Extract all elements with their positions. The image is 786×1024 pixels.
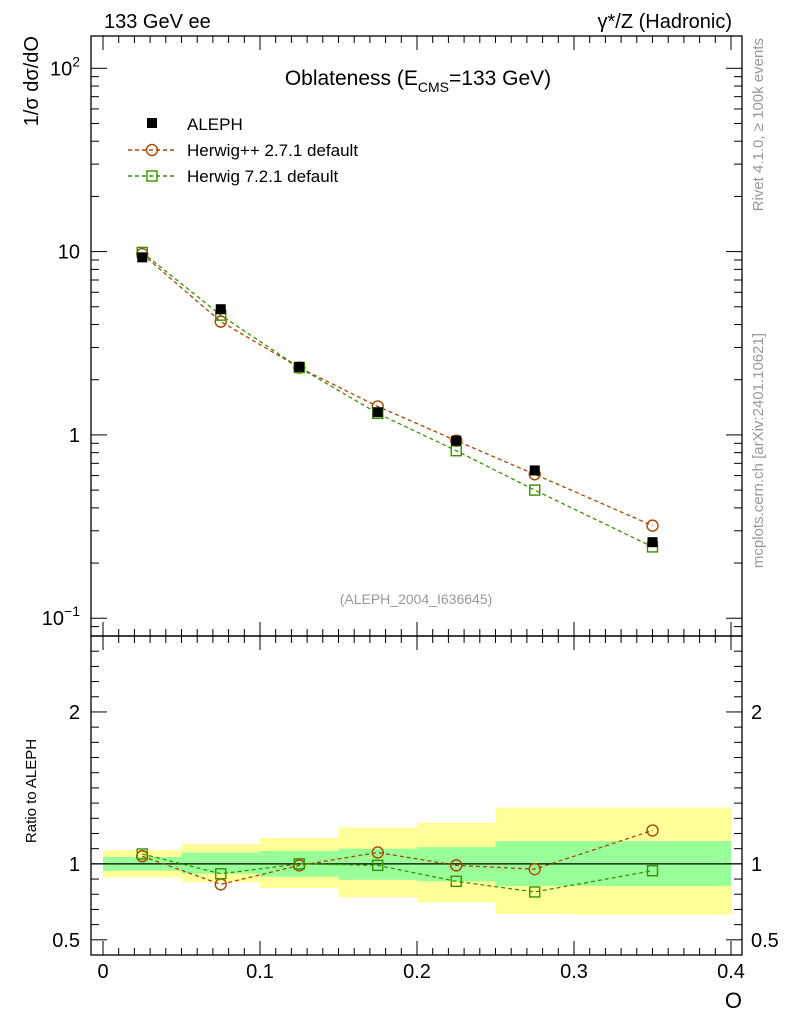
ratio-herwig7-point <box>450 875 462 888</box>
legend-marker-aleph <box>147 118 157 128</box>
ratio-series <box>136 824 659 898</box>
ratio-herwig7-point <box>372 859 384 872</box>
ratio-y-tick-label: 1 <box>69 854 80 876</box>
x-tick-label: 0.1 <box>246 961 274 983</box>
ratio-herwig7-point <box>136 848 148 860</box>
y-tick-label: 10 <box>58 242 80 264</box>
legend-marker-herwigpp <box>145 143 159 157</box>
x-tick-label: 0 <box>97 961 108 983</box>
y-tick-label: 10−1 <box>42 603 80 630</box>
herwig7-line <box>141 251 653 548</box>
ratio-y-tick-label: 2 <box>69 702 80 724</box>
ratio-herwig7-point <box>646 864 659 877</box>
aleph-point <box>215 304 226 315</box>
herwigpp-point <box>214 315 227 328</box>
header-left: 133 GeV ee <box>104 11 211 33</box>
legend-item-herwigpp: Herwig++ 2.7.1 default <box>128 141 358 160</box>
ratio-axes: 0 0.1 0.2 0.3 0.4 0.5 0.5 1 1 2 2 <box>52 635 779 983</box>
ratio-y-tick-label: 0.5 <box>52 930 80 952</box>
x-tick-label: 0.3 <box>560 961 588 983</box>
aleph-point <box>372 407 383 418</box>
band-inner-1 <box>181 852 260 874</box>
x-axis-label: O <box>725 988 742 1013</box>
main-title: Oblateness (ECMS=133 GeV) <box>285 67 551 95</box>
y-tick-label: 102 <box>50 53 80 80</box>
rivet-label: Rivet 4.1.0, ≥ 100k events <box>750 38 767 211</box>
title-sub: CMS <box>418 79 449 95</box>
main-series <box>136 246 659 553</box>
title-main: Oblateness (E <box>285 67 418 90</box>
ratio-herwigpp-point <box>528 862 541 876</box>
main-y-label: 1/σ dσ/dO <box>21 36 43 126</box>
legend-label-aleph: ALEPH <box>187 115 243 134</box>
aleph-point <box>294 361 305 372</box>
y-tick-label: 1 <box>69 425 80 447</box>
header-right: γ*/Z (Hadronic) <box>598 11 732 33</box>
ratio-y-tick-label-right: 1 <box>751 854 762 876</box>
herwig7-point <box>450 445 462 457</box>
x-tick-label: 0.4 <box>717 961 745 983</box>
legend-label-herwigpp: Herwig++ 2.7.1 default <box>187 141 358 160</box>
ratio-herwigpp-point <box>371 846 384 859</box>
ratio-herwigpp-point <box>646 824 659 837</box>
legend: ALEPH Herwig++ 2.7.1 default Herwig 7.2.… <box>128 115 358 186</box>
ratio-herwig7-point <box>293 858 305 870</box>
title-tail: =133 GeV) <box>449 67 551 90</box>
ratio-herwigpp-point <box>450 859 463 872</box>
ratio-y-label: Ratio to ALEPH <box>23 739 40 843</box>
ratio-herwig7-point <box>215 868 227 880</box>
herwigpp-point <box>646 519 659 532</box>
mcplots-label: mcplots.cern.ch [arXiv:2401.10621] <box>750 333 767 568</box>
aleph-point <box>137 252 148 263</box>
herwigpp-line <box>141 253 653 527</box>
aleph-point <box>647 537 658 548</box>
main-panel: 1/σ dσ/dO Oblateness (ECMS=133 GeV) (ALE… <box>21 35 743 637</box>
aleph-point <box>451 435 462 446</box>
ratio-bands <box>103 807 731 915</box>
legend-item-aleph: ALEPH <box>147 115 243 134</box>
legend-item-herwig7: Herwig 7.2.1 default <box>128 167 338 186</box>
x-tick-label: 0.2 <box>403 961 431 983</box>
ratio-y-tick-label-right: 0.5 <box>751 930 779 952</box>
ratio-herwig7-point <box>529 886 541 898</box>
legend-label-herwig7: Herwig 7.2.1 default <box>187 167 338 186</box>
ratio-y-tick-label-right: 2 <box>751 702 762 724</box>
analysis-id: (ALEPH_2004_I636645) <box>340 591 493 607</box>
herwig7-point <box>529 484 541 496</box>
aleph-point <box>529 465 540 476</box>
ratio-herwigpp-line <box>142 829 653 886</box>
ratio-panel: 0 0.1 0.2 0.3 0.4 0.5 0.5 1 1 2 2 Ratio to ALEPH O <box>23 635 779 1013</box>
legend-marker-herwig7 <box>146 170 158 182</box>
ratio-herwig7-line <box>142 853 653 893</box>
main-axes: 10−1 1 10 102 <box>42 35 743 637</box>
